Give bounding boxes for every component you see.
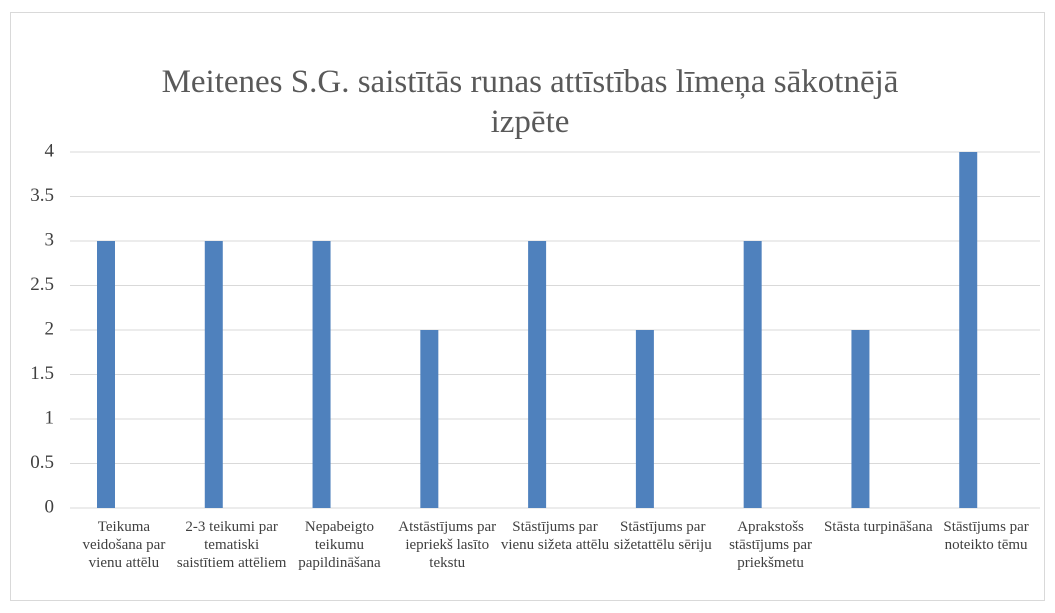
y-tick-label: 4 [45,140,55,161]
x-tick-box: Atstāstījums par iepriekš lasīto tekstu [398,519,497,571]
bar [420,330,439,508]
x-tick-box: Aprakstošs stāstījums par priekšmetu [729,519,812,571]
x-tick-label: Aprakstošs stāstījums par priekšmetu [729,519,812,571]
x-tick-box: Stāstījums par sižetattēlu sēriju [613,519,712,553]
bar [97,241,115,508]
bar [635,330,654,508]
x-tick-label: Stāstījums par noteikto tēmu [943,519,1029,553]
y-tick-label: 3 [45,229,55,250]
x-tick-box: 2-3 teikumi par tematiski saistītiem att… [176,519,287,571]
y-tick-label: 0.5 [30,452,54,473]
x-tick-label: Teikuma veidošana par vienu attēlu [82,519,166,571]
x-tick-box: Teikuma veidošana par vienu attēlu [82,519,166,571]
x-tick-label: Stāsta turpināšana [823,519,933,535]
y-tick-label: 1.5 [30,363,54,384]
x-tick-box: Stāstījums par vienu sižeta attēlu [500,519,610,553]
y-tick-label: 2 [45,318,55,339]
y-tick-label: 0 [45,496,55,517]
x-tick-label: Nepabeigto teikumu papildināšana [298,519,381,571]
x-tick-label: Stāstījums par sižetattēlu sēriju [613,519,712,553]
x-tick-label: Stāstījums par vienu sižeta attēlu [500,519,610,553]
x-tick-box: Stāstījums par noteikto tēmu [943,519,1029,553]
bar [743,241,762,508]
chart-border [10,12,1045,601]
bar [312,241,331,508]
y-tick-label: 1 [45,407,55,428]
bar [959,152,978,508]
x-tick-label: Atstāstījums par iepriekš lasīto tekstu [398,519,497,571]
bar [851,330,870,508]
bar [528,241,547,508]
x-tick-box: Stāsta turpināšana [823,519,933,535]
y-tick-label: 2.5 [30,274,54,295]
chart-title: Meitenes S.G. saistītās runas attīstības… [161,64,899,140]
x-tick-box: Nepabeigto teikumu papildināšana [298,519,381,571]
title-box: Meitenes S.G. saistītās runas attīstības… [161,64,899,140]
bar [204,241,223,508]
y-tick-label: 3.5 [30,185,54,206]
x-tick-label: 2-3 teikumi par tematiski saistītiem att… [176,519,287,571]
